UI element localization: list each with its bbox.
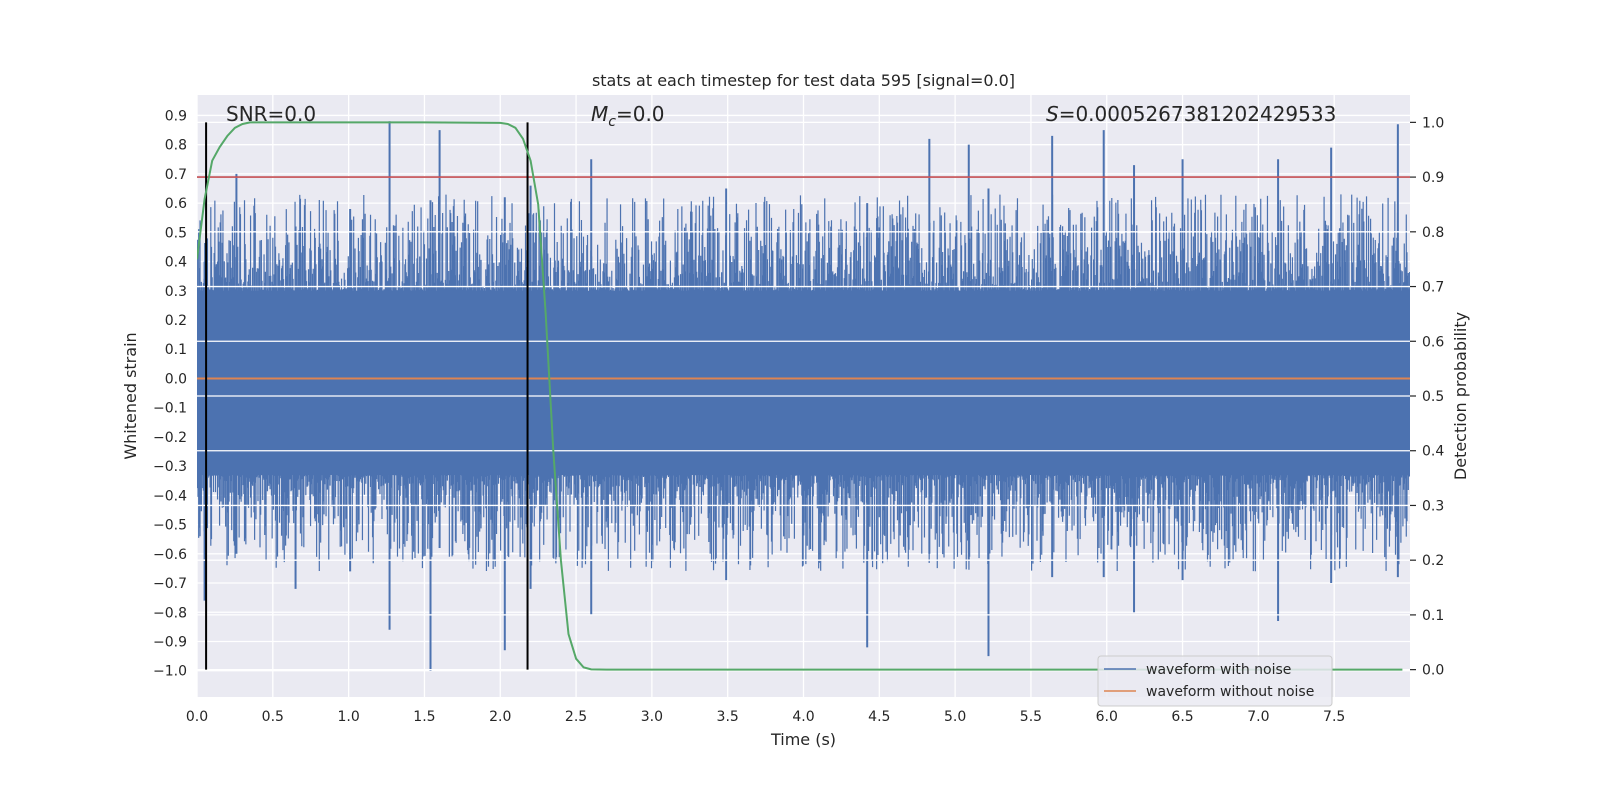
y-tick-label: 0.1 [165,342,187,358]
x-tick-label: 1.5 [413,709,435,725]
y2-tick-label: 0.3 [1422,498,1444,514]
y2-tick-label: 0.5 [1422,389,1444,405]
y-tick-label: −0.4 [153,488,187,504]
legend-label-waveform-without-noise: waveform without noise [1146,684,1314,700]
mc-value: =0.0 [616,102,665,126]
mc-annotation: Mc=0.0 [591,102,665,130]
x-tick-label: 7.0 [1247,709,1269,725]
y2-tick-label: 0.8 [1422,225,1444,241]
y2-tick-label: 0.7 [1422,280,1444,296]
legend-box [1097,655,1333,707]
x-tick-label: 2.0 [489,709,511,725]
y2-tick-label: 0.6 [1422,334,1444,350]
y-tick-label: 0.5 [165,225,187,241]
y-tick-label: −0.5 [153,518,187,534]
y-tick-label: 0.3 [165,284,187,300]
x-tick-label: 5.5 [1020,709,1042,725]
mc-subscript: c [608,114,616,130]
y-tick-label: 0.6 [165,196,187,212]
y-tick-label: −0.6 [153,547,187,563]
y2-tick-label: 0.1 [1422,608,1444,624]
axes: 0.0 0.5 1.0 1.5 2.0 2.5 3.0 3.5 4.0 4.5 5.0 5.5 6.0 6… [153,108,1444,725]
legend-label-waveform-with-noise: waveform with noise [1146,662,1291,678]
y2-tick-label: 0.9 [1422,170,1444,186]
x-tick-label: 7.5 [1323,709,1345,725]
plot-layer [197,121,1410,671]
y-axis-label: Whitened strain [121,332,140,459]
mc-symbol: M [591,102,608,126]
x-tick-label: 6.5 [1171,709,1193,725]
x-tick-label: 5.0 [944,709,966,725]
s-symbol: S [1046,102,1059,126]
legend: waveform with noise waveform without noi… [1097,655,1333,707]
x-tick-label: 0.5 [262,709,284,725]
x-tick-label: 2.5 [565,709,587,725]
s-annotation: S=0.0005267381202429533 [1046,102,1336,126]
s-value: =0.0005267381202429533 [1059,102,1337,126]
chart-title: stats at each timestep for test data 595… [592,71,1015,90]
y-tick-label: −0.2 [153,430,187,446]
y-tick-label: −0.8 [153,605,187,621]
series-detection-probability [197,121,1403,671]
y-tick-label: −0.3 [153,459,187,475]
snr-annotation: SNR=0.0 [226,102,316,126]
y-tick-label: 0.2 [165,313,187,329]
y2-axis-label: Detection probability [1451,312,1470,480]
x-tick-label: 3.0 [641,709,663,725]
noise-band [197,290,1410,475]
y-tick-label: 0.0 [165,371,187,387]
y-tick-label: −0.1 [153,401,187,417]
x-tick-label: 6.0 [1096,709,1118,725]
x-tick-label: 1.0 [337,709,359,725]
x-tick-label: 3.5 [717,709,739,725]
y-tick-label: 0.8 [165,138,187,154]
y2-tick-label: 0.4 [1422,444,1444,460]
y2-tick-label: 0.2 [1422,553,1444,569]
x-tick-label: 0.0 [186,709,208,725]
x-axis-label: Time (s) [770,730,836,749]
y2-tick-label: 1.0 [1422,115,1444,131]
x-tick-label: 4.5 [868,709,890,725]
y2-tick-label: 0.0 [1422,663,1444,679]
x-tick-label: 4.0 [792,709,814,725]
y-tick-label: −0.9 [153,634,187,650]
y-tick-label: 0.9 [165,108,187,124]
y-tick-label: 0.7 [165,167,187,183]
y-tick-label: 0.4 [165,255,187,271]
y-tick-label: −1.0 [153,664,187,680]
y-tick-label: −0.7 [153,576,187,592]
